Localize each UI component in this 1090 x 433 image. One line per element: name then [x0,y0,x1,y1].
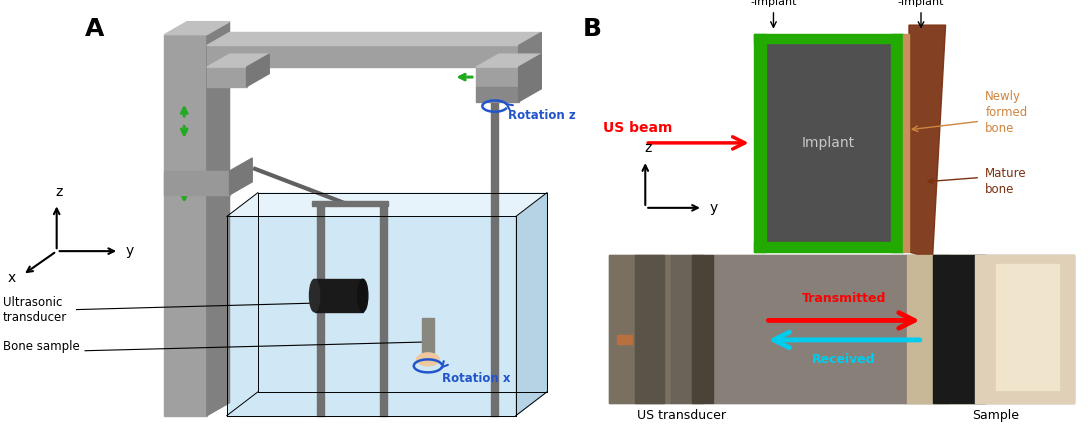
Polygon shape [207,22,230,416]
Polygon shape [246,54,269,87]
Bar [617,335,632,344]
Bar [754,242,903,252]
Bar [207,67,246,87]
Text: US transducer: US transducer [638,409,726,422]
Text: Sample: Sample [972,409,1019,422]
Bar [892,34,903,252]
Polygon shape [909,25,946,259]
Bar [317,206,324,416]
Text: Transmitted: Transmitted [802,292,886,305]
Polygon shape [476,54,542,67]
Ellipse shape [358,279,367,312]
Text: y: y [710,201,717,215]
Bar [996,264,1058,390]
Polygon shape [207,32,542,45]
Text: B: B [582,17,602,41]
Bar [907,255,1075,403]
Bar [608,255,1075,403]
Ellipse shape [310,279,319,312]
Bar [754,34,765,252]
Text: Newly
formed
bone: Newly formed bone [985,90,1028,135]
Bar [713,255,948,403]
Polygon shape [227,193,547,216]
Polygon shape [230,158,252,195]
Bar [671,255,703,403]
Ellipse shape [416,353,439,366]
Bar [207,45,519,67]
Bar [315,279,363,312]
Text: Implant: Implant [802,136,855,150]
Bar [754,34,903,43]
Text: US beam: US beam [604,121,673,135]
Polygon shape [516,193,547,416]
Text: Water
-implant: Water -implant [750,0,797,7]
Bar [165,171,230,195]
Text: y: y [125,244,134,258]
Bar [765,43,892,242]
Bar [379,206,387,416]
Bar [227,216,516,416]
Polygon shape [519,54,542,102]
Text: Bone sample: Bone sample [3,340,80,353]
Text: x: x [8,271,16,285]
Bar [974,255,1075,403]
Text: Rotation x: Rotation x [443,372,510,385]
Bar [492,102,498,416]
Text: Ultrasonic
transducer: Ultrasonic transducer [3,296,68,323]
Text: Rotation z: Rotation z [508,109,577,122]
Bar [608,255,671,403]
Text: Bone
-implant: Bone -implant [898,0,944,7]
Bar [476,67,519,87]
Text: Mature
bone: Mature bone [985,168,1027,196]
Bar [476,87,519,102]
Polygon shape [519,32,542,67]
Bar [933,255,985,403]
Polygon shape [207,54,269,67]
Bar [312,201,388,206]
Bar [692,255,713,403]
Text: A: A [85,17,105,41]
Text: Received: Received [812,353,876,366]
Polygon shape [165,22,230,35]
Polygon shape [422,318,434,353]
Polygon shape [903,34,909,252]
Text: z: z [644,141,652,155]
Text: z: z [56,185,63,199]
Bar [165,35,207,416]
Bar [634,255,664,403]
